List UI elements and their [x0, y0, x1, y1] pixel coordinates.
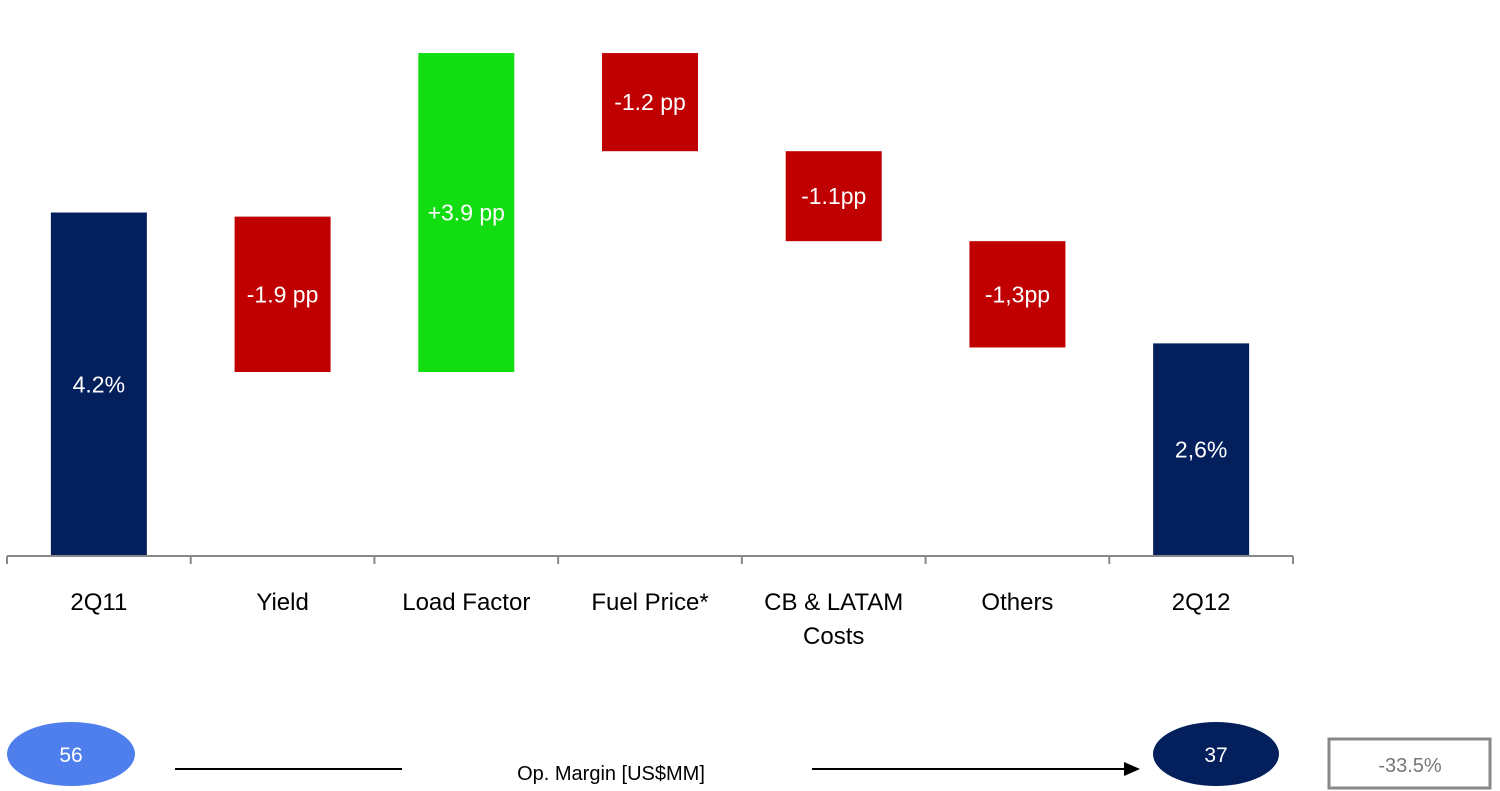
bars-group: 4.2% -1.9 pp +3.9 pp -1.2 pp -1.1pp -1,3pp 2,6…: [50, 53, 1250, 557]
bar-load-factor: [418, 53, 515, 373]
change-value: -33.5%: [1378, 755, 1442, 777]
data-label: +3.9 pp: [428, 200, 505, 226]
bar-cb-latam-costs: [785, 151, 882, 242]
end-value: 37: [1204, 744, 1227, 767]
start-value: 56: [59, 744, 82, 767]
bar-others: [969, 241, 1066, 348]
bar-yield: [234, 216, 331, 372]
bar-2q12: [1153, 343, 1250, 556]
bar-2q11: [50, 212, 147, 557]
data-label: -1,3pp: [985, 281, 1050, 307]
x-tick-label: 2Q12: [1172, 589, 1231, 616]
op-margin-footer: 56 Op. Margin [US$MM] 37 -33.5%: [7, 722, 1492, 790]
x-tick-label: Fuel Price*: [591, 589, 708, 616]
x-tick-label: Yield: [256, 589, 308, 616]
data-label: -1.2 pp: [614, 89, 686, 115]
data-label: 4.2%: [73, 371, 125, 397]
x-tick-label: Others: [981, 589, 1053, 616]
bar-fuel-price: [602, 53, 698, 152]
end-value-ellipse: [1153, 722, 1279, 786]
data-label: 2,6%: [1175, 437, 1227, 463]
change-box: [1327, 737, 1492, 790]
x-tick-label: CB & LATAM Costs: [764, 589, 903, 650]
x-tick-label: 2Q11: [70, 589, 127, 616]
start-value-ellipse: [7, 722, 135, 786]
arrow-head-icon: [1124, 762, 1140, 776]
data-label: -1.1pp: [801, 183, 866, 209]
x-tick-label: Load Factor: [402, 589, 530, 616]
x-axis: 2Q11 Yield Load Factor Fuel Price* CB & LATA…: [6, 555, 1294, 650]
op-margin-label: Op. Margin [US$MM]: [517, 763, 705, 785]
data-label: -1.9 pp: [247, 281, 319, 307]
